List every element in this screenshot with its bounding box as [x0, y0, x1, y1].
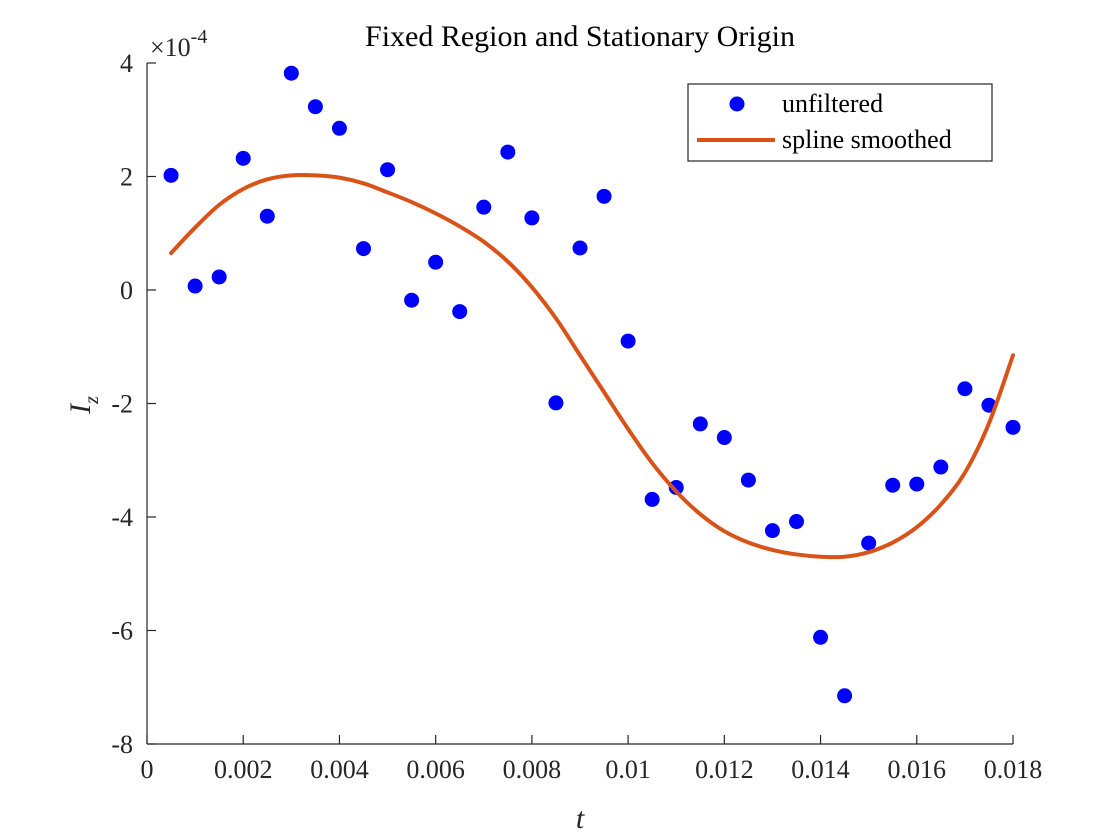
x-tick-label: 0.006	[406, 755, 465, 784]
y-tick-label: -2	[111, 390, 133, 419]
data-point-unfiltered	[524, 210, 540, 226]
plot-series	[163, 65, 1021, 704]
y-tick-label: 0	[120, 276, 133, 305]
data-point-unfiltered	[211, 269, 227, 285]
legend: unfiltered spline smoothed	[687, 83, 993, 162]
data-point-unfiltered	[909, 476, 925, 492]
y-axis-label: Iz	[64, 396, 103, 415]
x-tick-label: 0.002	[214, 755, 273, 784]
data-point-unfiltered	[813, 629, 829, 645]
y-tick-label: 2	[120, 163, 133, 192]
data-point-unfiltered	[957, 381, 973, 397]
data-point-unfiltered	[283, 65, 299, 81]
chart-title: Fixed Region and Stationary Origin	[365, 20, 795, 53]
data-point-unfiltered	[331, 120, 347, 136]
data-point-unfiltered	[476, 199, 492, 215]
data-point-unfiltered	[380, 162, 396, 178]
data-point-unfiltered	[428, 254, 444, 270]
data-point-unfiltered	[500, 144, 516, 160]
x-tick-label: 0.018	[984, 755, 1043, 784]
data-point-unfiltered	[1005, 419, 1021, 435]
data-point-unfiltered	[596, 188, 612, 204]
y-axis-label-main: I	[64, 402, 97, 415]
x-tick-label: 0.008	[503, 755, 562, 784]
data-point-unfiltered	[716, 430, 732, 446]
y-tick-label: -6	[111, 617, 133, 646]
data-point-unfiltered	[644, 491, 660, 507]
data-point-unfiltered	[452, 304, 468, 320]
data-point-unfiltered	[692, 416, 708, 432]
x-tick-label: 0.014	[791, 755, 850, 784]
x-axis-label: t	[576, 802, 585, 835]
data-point-unfiltered	[837, 688, 853, 704]
y-exponent-value: -4	[191, 26, 208, 48]
data-point-unfiltered	[764, 523, 780, 539]
y-exponent-prefix: ×10	[150, 33, 191, 62]
data-point-unfiltered	[163, 167, 179, 183]
data-point-unfiltered	[572, 240, 588, 256]
y-tick-label: -4	[111, 503, 133, 532]
legend-label-unfiltered: unfiltered	[782, 89, 883, 118]
data-point-unfiltered	[259, 208, 275, 224]
data-point-unfiltered	[789, 514, 804, 530]
y-tick-labels: -8 -6 -4 -2 0 2 4	[111, 49, 133, 759]
data-point-unfiltered	[885, 477, 901, 493]
data-point-unfiltered	[933, 459, 949, 475]
x-tick-label: 0	[141, 755, 154, 784]
series-line-spline-smoothed	[169, 172, 1015, 560]
x-tick-label: 0.01	[605, 755, 651, 784]
x-tick-label: 0.016	[888, 755, 947, 784]
x-tick-labels: 0 0.002 0.004 0.006 0.008 0.01 0.012 0.014 0.016…	[141, 755, 1043, 784]
data-point-unfiltered	[235, 150, 251, 166]
data-point-unfiltered	[187, 278, 203, 294]
x-tick-label: 0.004	[310, 755, 369, 784]
y-axis-label-sub: z	[81, 396, 103, 405]
data-point-unfiltered	[740, 472, 756, 488]
legend-marker-unfiltered	[729, 96, 745, 112]
data-point-unfiltered	[307, 99, 323, 115]
y-tick-label: -8	[111, 730, 133, 759]
data-point-unfiltered	[356, 241, 371, 257]
data-point-unfiltered	[861, 535, 877, 551]
data-point-unfiltered	[668, 479, 684, 495]
legend-label-spline: spline smoothed	[782, 125, 952, 154]
axes	[146, 62, 1014, 745]
data-point-unfiltered	[404, 292, 420, 308]
y-tick-label: 4	[120, 49, 133, 78]
x-tick-label: 0.012	[695, 755, 754, 784]
data-point-unfiltered	[620, 333, 636, 349]
y-exponent-label: ×10-4	[150, 26, 207, 62]
data-point-unfiltered	[548, 395, 564, 411]
